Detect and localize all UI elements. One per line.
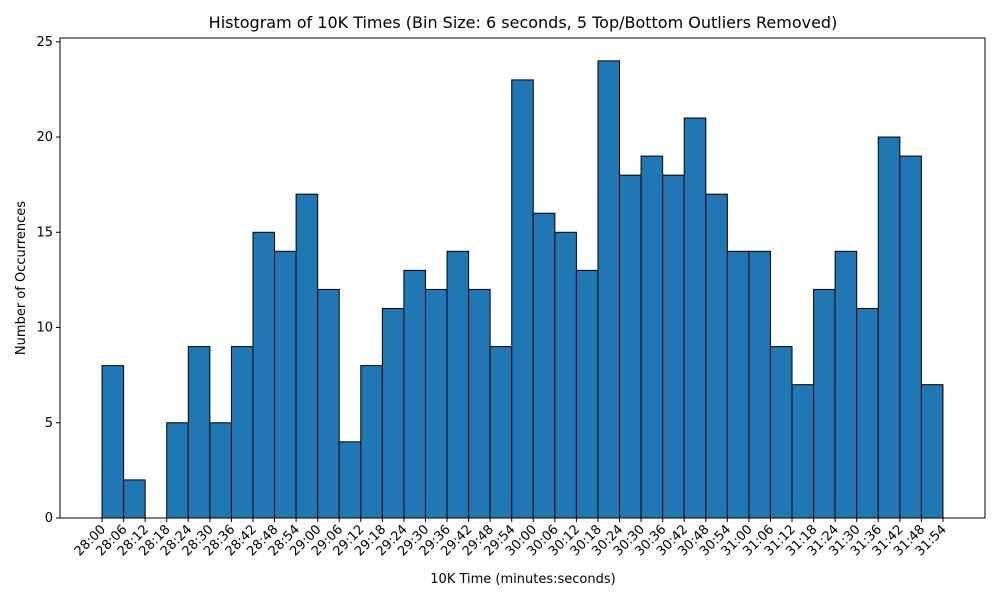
bar bbox=[230, 346, 254, 519]
y-tick-label: 25 bbox=[36, 35, 53, 50]
plot-frame bbox=[59, 37, 986, 519]
bar bbox=[683, 117, 707, 519]
bar bbox=[662, 174, 685, 519]
bar bbox=[446, 250, 470, 519]
bar bbox=[705, 193, 728, 519]
bar bbox=[489, 346, 513, 519]
chart-title: Histogram of 10K Times (Bin Size: 6 seco… bbox=[209, 13, 838, 32]
y-tick-label: 5 bbox=[45, 416, 53, 431]
bar bbox=[769, 346, 793, 519]
bar bbox=[791, 384, 815, 519]
bar bbox=[575, 269, 599, 519]
bar bbox=[101, 365, 125, 519]
bar bbox=[123, 479, 146, 519]
bar bbox=[295, 193, 319, 519]
y-tick-label: 0 bbox=[45, 511, 53, 526]
bar bbox=[274, 250, 297, 519]
y-tick-label: 20 bbox=[36, 130, 53, 145]
bar bbox=[381, 307, 405, 519]
bar bbox=[424, 288, 448, 519]
bar bbox=[726, 250, 750, 519]
bar bbox=[877, 136, 901, 519]
bar bbox=[209, 422, 232, 519]
bar bbox=[597, 60, 621, 519]
bar bbox=[554, 231, 577, 519]
bar bbox=[252, 231, 276, 519]
bar bbox=[403, 269, 426, 519]
bar bbox=[532, 212, 556, 519]
bar bbox=[360, 365, 383, 519]
bar bbox=[511, 79, 534, 519]
y-axis-label: Number of Occurrences bbox=[14, 201, 29, 355]
y-tick-label: 15 bbox=[36, 225, 53, 240]
bar bbox=[338, 441, 362, 519]
bar bbox=[317, 288, 340, 519]
x-axis-label: 10K Time (minutes:seconds) bbox=[430, 572, 615, 587]
bar bbox=[187, 346, 211, 519]
bar bbox=[899, 155, 922, 519]
bar bbox=[920, 384, 944, 519]
bar bbox=[813, 288, 836, 519]
bar bbox=[834, 250, 858, 519]
bar bbox=[748, 250, 771, 519]
bar bbox=[619, 174, 642, 519]
bar bbox=[856, 307, 879, 519]
bar bbox=[640, 155, 664, 519]
bar bbox=[468, 288, 491, 519]
y-tick-label: 10 bbox=[36, 321, 53, 336]
bar bbox=[166, 422, 189, 519]
